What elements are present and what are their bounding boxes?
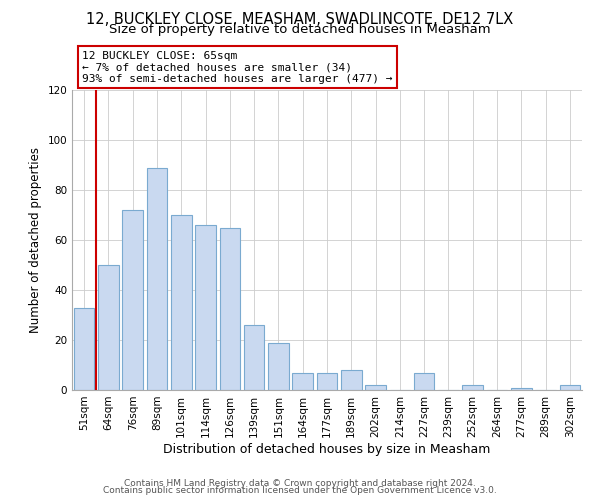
Bar [511,388,532,390]
Text: 12, BUCKLEY CLOSE, MEASHAM, SWADLINCOTE, DE12 7LX: 12, BUCKLEY CLOSE, MEASHAM, SWADLINCOTE,… [86,12,514,28]
Bar [195,225,216,390]
Bar [560,385,580,390]
Bar [146,168,167,390]
Bar [317,372,337,390]
Bar [244,325,265,390]
Bar [292,372,313,390]
Bar [98,265,119,390]
Bar [365,385,386,390]
Text: 12 BUCKLEY CLOSE: 65sqm
← 7% of detached houses are smaller (34)
93% of semi-det: 12 BUCKLEY CLOSE: 65sqm ← 7% of detached… [82,51,392,84]
Bar [122,210,143,390]
X-axis label: Distribution of detached houses by size in Measham: Distribution of detached houses by size … [163,442,491,456]
Bar [74,308,94,390]
Bar [341,370,362,390]
Y-axis label: Number of detached properties: Number of detached properties [29,147,42,333]
Bar [171,215,191,390]
Text: Size of property relative to detached houses in Measham: Size of property relative to detached ho… [109,24,491,36]
Text: Contains HM Land Registry data © Crown copyright and database right 2024.: Contains HM Land Registry data © Crown c… [124,478,476,488]
Bar [268,342,289,390]
Bar [463,385,483,390]
Text: Contains public sector information licensed under the Open Government Licence v3: Contains public sector information licen… [103,486,497,495]
Bar [220,228,240,390]
Bar [414,372,434,390]
